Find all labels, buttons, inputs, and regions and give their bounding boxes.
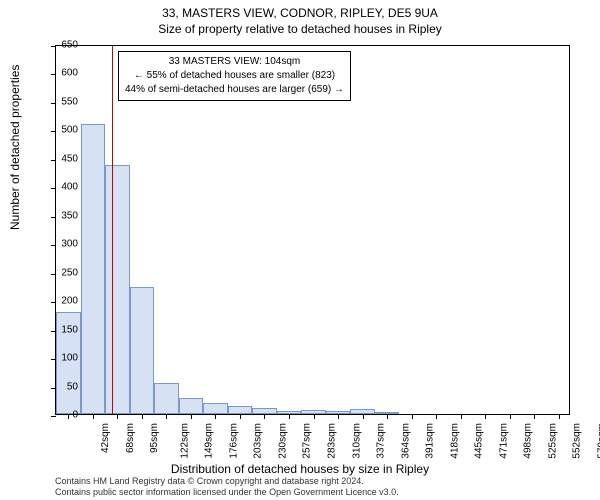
x-tick-label: 203sqm: [253, 423, 264, 459]
x-tick-label: 418sqm: [449, 423, 460, 459]
x-tick: [191, 414, 192, 419]
reference-line: [112, 46, 113, 414]
y-tick: [51, 302, 56, 303]
x-tick-label: 391sqm: [425, 423, 436, 459]
chart-title-main: 33, MASTERS VIEW, CODNOR, RIPLEY, DE5 9U…: [0, 0, 600, 20]
y-tick: [51, 46, 56, 47]
x-tick-label: 310sqm: [351, 423, 362, 459]
x-tick-label: 230sqm: [278, 423, 289, 459]
x-tick-label: 525sqm: [547, 423, 558, 459]
x-tick: [461, 414, 462, 419]
x-tick-label: 498sqm: [523, 423, 534, 459]
attribution-text: Contains HM Land Registry data © Crown c…: [55, 476, 399, 498]
annotation-box: 33 MASTERS VIEW: 104sqm← 55% of detached…: [118, 51, 351, 101]
x-tick-label: 579sqm: [596, 423, 600, 459]
x-tick: [264, 414, 265, 419]
x-tick-label: 283sqm: [327, 423, 338, 459]
y-tick: [51, 160, 56, 161]
x-tick: [436, 414, 437, 419]
annotation-line3: 44% of semi-detached houses are larger (…: [125, 83, 344, 97]
histogram-bar: [228, 406, 253, 414]
x-tick-label: 364sqm: [400, 423, 411, 459]
y-tick-label: 300: [61, 239, 78, 250]
x-tick: [142, 414, 143, 419]
histogram-bar: [179, 398, 204, 415]
histogram-bar: [81, 124, 106, 414]
annotation-line1: 33 MASTERS VIEW: 104sqm: [125, 55, 344, 69]
histogram-bar: [105, 165, 130, 414]
histogram-bar: [130, 287, 155, 414]
chart-title-sub: Size of property relative to detached ho…: [0, 20, 600, 36]
histogram-bar: [203, 403, 228, 414]
x-tick-label: 257sqm: [302, 423, 313, 459]
histogram-bar: [154, 383, 179, 414]
x-tick-label: 176sqm: [228, 423, 239, 459]
y-tick: [51, 217, 56, 218]
y-tick: [51, 131, 56, 132]
x-tick: [314, 414, 315, 419]
x-tick: [338, 414, 339, 419]
x-axis-label: Distribution of detached houses by size …: [0, 462, 600, 476]
chart-plot-area: 33 MASTERS VIEW: 104sqm← 55% of detached…: [55, 45, 570, 415]
x-tick-label: 95sqm: [149, 423, 160, 453]
attribution-line1: Contains HM Land Registry data © Crown c…: [55, 476, 399, 487]
x-tick-label: 471sqm: [498, 423, 509, 459]
x-tick-label: 445sqm: [474, 423, 485, 459]
x-tick: [510, 414, 511, 419]
y-tick: [51, 416, 56, 417]
x-tick: [534, 414, 535, 419]
attribution-line2: Contains public sector information licen…: [55, 487, 399, 498]
y-tick: [51, 188, 56, 189]
x-tick: [93, 414, 94, 419]
y-tick: [51, 245, 56, 246]
x-tick: [68, 414, 69, 419]
y-tick: [51, 274, 56, 275]
y-tick-label: 650: [61, 40, 78, 51]
x-tick: [117, 414, 118, 419]
x-tick: [166, 414, 167, 419]
y-tick-label: 200: [61, 296, 78, 307]
x-tick-label: 122sqm: [179, 423, 190, 459]
annotation-line2: ← 55% of detached houses are smaller (82…: [125, 69, 344, 83]
y-tick-label: 550: [61, 96, 78, 107]
y-tick-label: 50: [67, 381, 78, 392]
y-tick-label: 100: [61, 353, 78, 364]
y-tick-label: 350: [61, 210, 78, 221]
x-tick-label: 337sqm: [376, 423, 387, 459]
y-tick: [51, 103, 56, 104]
x-tick: [240, 414, 241, 419]
x-tick: [485, 414, 486, 419]
y-tick-label: 500: [61, 125, 78, 136]
x-tick: [387, 414, 388, 419]
y-tick-label: 600: [61, 68, 78, 79]
x-tick: [289, 414, 290, 419]
x-tick: [215, 414, 216, 419]
y-tick-label: 250: [61, 267, 78, 278]
y-tick: [51, 74, 56, 75]
y-tick-label: 150: [61, 324, 78, 335]
y-axis-label: Number of detached properties: [8, 65, 22, 230]
x-tick-label: 42sqm: [100, 423, 111, 453]
x-tick: [559, 414, 560, 419]
y-tick-label: 450: [61, 153, 78, 164]
x-tick-label: 149sqm: [204, 423, 215, 459]
x-tick: [363, 414, 364, 419]
x-tick-label: 552sqm: [572, 423, 583, 459]
x-tick: [412, 414, 413, 419]
y-tick-label: 0: [72, 410, 78, 421]
y-tick-label: 400: [61, 182, 78, 193]
x-tick-label: 68sqm: [125, 423, 136, 453]
